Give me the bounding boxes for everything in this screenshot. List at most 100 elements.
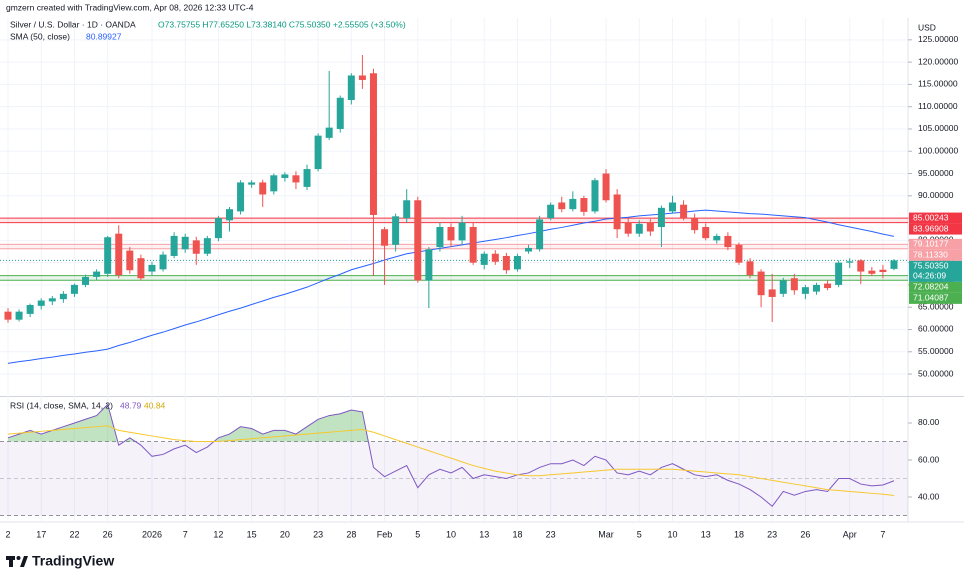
- y-tick-label: 65.00000: [918, 301, 954, 311]
- candle-body: [691, 218, 699, 231]
- candle-body: [635, 223, 643, 234]
- y-tick-label: 115.00000: [918, 79, 958, 89]
- candle-body: [336, 97, 344, 129]
- candle-body: [259, 182, 267, 195]
- candle-body: [569, 198, 577, 210]
- logo-part: [9, 556, 13, 567]
- level-label-box: [909, 238, 962, 250]
- candle-body: [491, 253, 499, 262]
- level-label-box: [909, 223, 962, 235]
- level-label-box: [909, 281, 962, 293]
- candle-body: [159, 254, 167, 270]
- symbol-title: Silver / U.S. Dollar · 1D · OANDA: [10, 19, 136, 29]
- candle-body: [591, 180, 599, 212]
- candle-body: [702, 226, 710, 239]
- candle-body: [458, 222, 466, 241]
- candle-body: [779, 280, 787, 294]
- rsi-legend: RSI (14, close, SMA, 14, 2): [10, 400, 113, 410]
- y-tick-label: 50.00000: [918, 368, 954, 378]
- x-tick-label: Feb: [377, 529, 393, 539]
- rsi-band: [0, 441, 908, 516]
- y-tick-label: 105.00000: [918, 123, 958, 133]
- candle-body: [82, 276, 90, 285]
- candle-body: [392, 216, 400, 245]
- candle-body: [48, 298, 56, 302]
- candle-body: [15, 311, 23, 320]
- candle-body: [624, 222, 632, 234]
- candle-body: [713, 235, 721, 241]
- candle-body: [414, 200, 422, 281]
- y-tick-label: 100.00000: [918, 145, 958, 155]
- x-tick-label: 23: [546, 529, 556, 539]
- candle-body: [558, 202, 566, 210]
- candle-body: [857, 260, 865, 272]
- level-label: 83.96908: [913, 223, 949, 233]
- candle-body: [59, 293, 67, 300]
- candle-body: [104, 237, 112, 274]
- candle-body: [735, 244, 743, 263]
- x-tick-label: 23: [313, 529, 323, 539]
- candle-body: [469, 226, 477, 263]
- candle-body: [325, 127, 333, 138]
- y-tick-label: 110.00000: [918, 101, 958, 111]
- candle-body: [226, 209, 233, 221]
- brand-logo: [6, 556, 28, 567]
- candle-body: [757, 271, 765, 296]
- level-label: 79.10177: [913, 239, 949, 249]
- candle-body: [314, 135, 322, 170]
- level-label-box: [909, 292, 962, 304]
- last-price-label: 75.50350: [913, 261, 949, 271]
- attribution: gmzern created with TradingView.com, Apr…: [6, 2, 254, 12]
- candle-body: [248, 182, 256, 185]
- x-tick-label: 5: [637, 529, 642, 539]
- candle-body: [237, 182, 245, 212]
- candle-body: [890, 260, 898, 269]
- candle-body: [358, 75, 366, 80]
- level-label: 71.04087: [913, 293, 949, 303]
- candle-body: [170, 235, 178, 256]
- x-tick-label: 20: [280, 529, 290, 539]
- candle-body: [502, 255, 510, 271]
- x-tick-label: 26: [800, 529, 810, 539]
- candle-body: [525, 247, 533, 252]
- candle-body: [26, 304, 34, 314]
- candle-body: [126, 250, 134, 271]
- x-tick-label: 13: [479, 529, 489, 539]
- candle-body: [790, 278, 798, 291]
- candle-body: [547, 204, 555, 219]
- currency-label: USD: [918, 22, 936, 32]
- level-label: 78.11330: [913, 250, 948, 260]
- x-tick-label: Mar: [598, 529, 614, 539]
- candle-body: [425, 249, 433, 281]
- level-label: 85.00243: [913, 212, 949, 222]
- y-tick-label: 125.00000: [918, 34, 958, 44]
- candle-body: [513, 255, 521, 270]
- y-tick-label: 80.00: [918, 417, 940, 427]
- candle-body: [480, 253, 488, 265]
- candle-body: [824, 283, 832, 289]
- x-tick-label: 7: [183, 529, 188, 539]
- y-tick-label: 120.00000: [918, 56, 958, 66]
- rsi-legend-value: 48.79: [120, 400, 142, 410]
- candle-body: [846, 261, 854, 263]
- candle-body: [292, 175, 300, 183]
- plot-layer: 2 17 22 26 2026 7 12 15 20 23 28 Feb 5 10 13 18 23 Mar 5 10…: [0, 18, 962, 539]
- candle-body: [303, 169, 311, 187]
- x-tick-label: 28: [346, 529, 356, 539]
- x-tick-label: Apr: [843, 529, 857, 539]
- candle-body: [148, 264, 156, 272]
- candle-body: [580, 198, 588, 212]
- x-tick-label: 2: [5, 529, 10, 539]
- y-tick-label: 90.00000: [918, 190, 954, 200]
- candle-body: [447, 226, 455, 241]
- candle-body: [835, 262, 843, 285]
- candle-body: [669, 202, 676, 212]
- candle-body: [724, 235, 732, 248]
- y-tick-label: 95.00000: [918, 168, 954, 178]
- logo-part: [20, 556, 28, 567]
- candle-body: [746, 261, 754, 276]
- last-price-label: 04:26:09: [913, 271, 946, 281]
- candle-body: [347, 75, 355, 100]
- candle-body: [801, 287, 809, 294]
